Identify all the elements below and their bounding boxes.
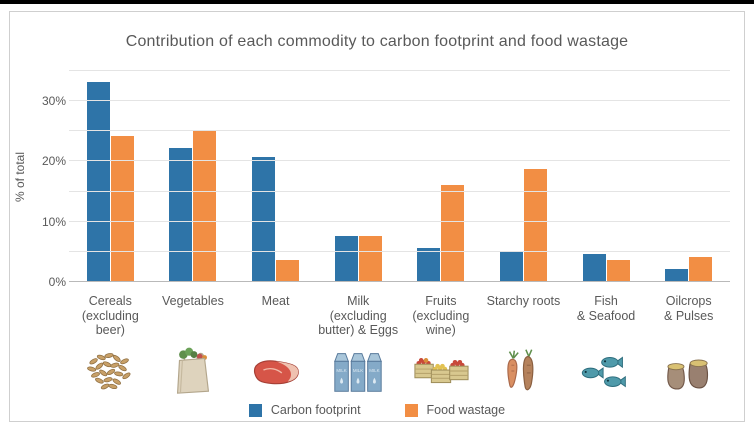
category-label-milk-excluding-butter-eggs: Milk (excluding butter) & Eggs	[318, 294, 399, 337]
legend-label-food-wastage: Food wastage	[426, 403, 506, 417]
legend-swatch-food-wastage	[404, 403, 418, 417]
gridline	[69, 160, 730, 162]
gridline	[69, 220, 730, 222]
bar-group-fruits-excluding-wine-	[400, 71, 483, 281]
fruits-icon	[400, 342, 483, 400]
bar-food-wastage	[276, 259, 300, 281]
gridline	[69, 70, 730, 71]
category-label-fish-seafood: Fish & Seafood	[576, 294, 636, 323]
x-axis-line	[69, 281, 730, 282]
bar-food-wastage	[110, 136, 134, 281]
y-tick-label: 0%	[48, 275, 66, 289]
bar-food-wastage	[358, 235, 382, 281]
bar-carbon-footprint	[582, 253, 606, 281]
bar-group-milk-excluding-butter-eggs	[317, 71, 400, 281]
legend-label-carbon-footprint: Carbon footprint	[270, 403, 361, 417]
oilcrops-pulses-icon	[647, 342, 730, 400]
starchy-roots-icon	[482, 342, 565, 400]
milk-eggs-icon: MILK MILK MILK	[317, 342, 400, 400]
gridline	[69, 100, 730, 102]
bar-group-starchy-roots	[482, 71, 565, 281]
legend-item-carbon-footprint: Carbon footprint	[248, 403, 361, 417]
bar-group-fish-seafood	[565, 71, 648, 281]
bar-food-wastage	[193, 130, 217, 281]
bar-food-wastage	[606, 259, 630, 281]
bar-carbon-footprint	[417, 247, 441, 281]
y-tick-label: 20%	[41, 154, 66, 169]
fish-seafood-icon	[565, 342, 648, 400]
category-labels: Cereals (excluding beer) Vegetables Meat Mil…	[69, 294, 730, 338]
category-label-cereals-excluding-beer-: Cereals (excluding beer)	[81, 294, 139, 337]
y-tick-label: 10%	[41, 214, 66, 229]
bar-group-meat	[234, 71, 317, 281]
legend-item-food-wastage: Food wastage	[404, 403, 506, 417]
svg-text:MILK: MILK	[337, 368, 347, 373]
legend-swatch-carbon-footprint	[248, 403, 262, 417]
plot-area	[69, 70, 730, 282]
meat-icon	[234, 342, 317, 400]
chart-container: Contribution of each commodity to carbon…	[9, 11, 745, 422]
bar-food-wastage	[689, 256, 713, 281]
bar-carbon-footprint	[252, 157, 276, 281]
bar-food-wastage	[441, 184, 465, 281]
bar-group-oilcrops-pulses	[647, 71, 730, 281]
bar-carbon-footprint	[665, 268, 689, 281]
gridline	[69, 250, 730, 252]
y-tick-label: 30%	[41, 94, 66, 109]
bar-food-wastage	[523, 169, 547, 281]
y-axis-title: % of total	[8, 71, 32, 282]
bar-groups	[69, 71, 730, 281]
vegetables-icon	[152, 342, 235, 400]
bar-carbon-footprint	[86, 82, 110, 281]
bar-group-vegetables	[152, 71, 235, 281]
y-tick-labels: 0% 10% 20% 30%	[34, 71, 66, 289]
svg-text:MILK: MILK	[369, 368, 379, 373]
chart-title: Contribution of each commodity to carbon…	[125, 33, 629, 50]
category-icons: MILK MILK MILK	[69, 342, 730, 400]
bar-group-cereals-excluding-beer-	[69, 71, 152, 281]
category-label-oilcrops-pulses: Oilcrops & Pulses	[664, 294, 714, 323]
top-bar	[0, 0, 754, 4]
cereals-icon	[69, 342, 152, 400]
legend: Carbon footprint Food wastage	[10, 403, 744, 417]
category-label-vegetables: Vegetables	[162, 294, 224, 308]
bar-carbon-footprint	[169, 148, 193, 281]
category-label-starchy-roots: Starchy roots	[486, 294, 561, 308]
bar-carbon-footprint	[499, 250, 523, 281]
gridline	[69, 190, 730, 192]
y-axis-title-text: % of total	[13, 151, 27, 202]
category-label-fruits-excluding-wine-: Fruits (excluding wine)	[412, 294, 470, 337]
svg-text:MILK: MILK	[353, 368, 363, 373]
bar-carbon-footprint	[334, 235, 358, 281]
category-label-meat: Meat	[261, 294, 290, 308]
gridline	[69, 130, 730, 132]
